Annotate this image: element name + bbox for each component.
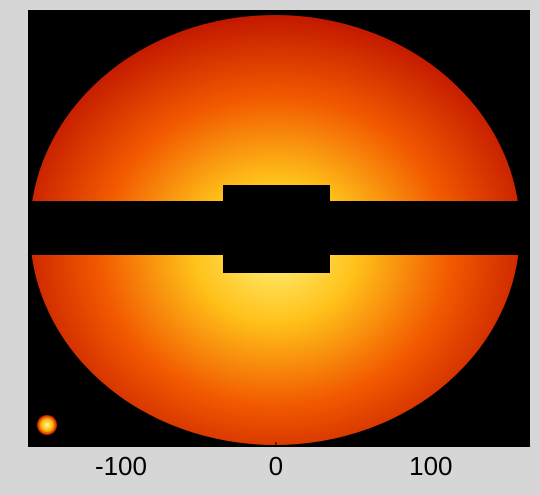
- hot-spot: [37, 415, 57, 435]
- x-axis: -100 0 100: [95, 442, 453, 481]
- x-tick-label: -100: [95, 451, 147, 481]
- mask-block: [223, 185, 330, 273]
- x-tick-label: 100: [409, 451, 452, 481]
- x-tick-label: 0: [269, 451, 283, 481]
